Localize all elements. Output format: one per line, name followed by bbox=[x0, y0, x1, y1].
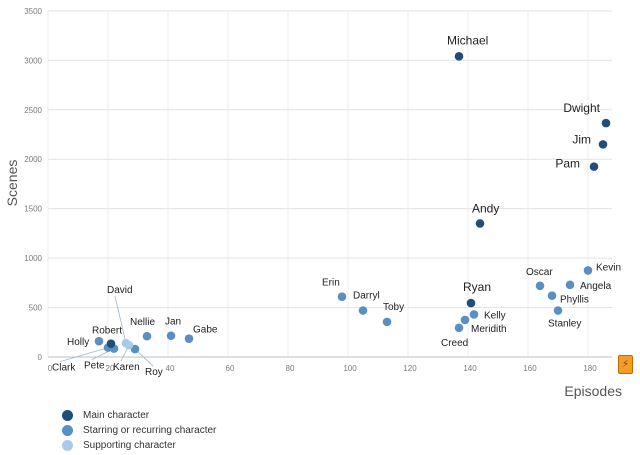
legend-item-main: Main character bbox=[62, 408, 216, 423]
label-darryl: Darryl bbox=[353, 291, 380, 302]
label-holly: Holly bbox=[67, 337, 89, 348]
point-meridith bbox=[460, 315, 470, 325]
label-michael: Michael bbox=[447, 33, 488, 47]
connector-david bbox=[114, 296, 127, 344]
point-nellie bbox=[142, 331, 152, 341]
x-tick-label: 40 bbox=[166, 364, 175, 373]
y-tick-label: 2000 bbox=[24, 155, 42, 164]
legend-swatch-supporting bbox=[62, 440, 73, 451]
label-andy: Andy bbox=[472, 201, 499, 215]
point-michael bbox=[454, 52, 464, 61]
label-david: David bbox=[107, 285, 133, 296]
label-nellie: Nellie bbox=[130, 317, 155, 328]
label-roy: Roy bbox=[145, 367, 163, 378]
label-creed: Creed bbox=[441, 338, 468, 349]
point-jim bbox=[598, 140, 608, 149]
y-tick-label: 3500 bbox=[24, 7, 42, 16]
point-erin bbox=[337, 292, 347, 301]
label-erin: Erin bbox=[322, 278, 340, 289]
x-tick-label: 80 bbox=[286, 364, 295, 373]
label-dwight: Dwight bbox=[563, 101, 600, 115]
legend-label-main: Main character bbox=[83, 410, 150, 421]
label-stanley: Stanley bbox=[548, 319, 581, 330]
point-creed bbox=[454, 323, 464, 333]
y-tick-label: 1000 bbox=[24, 254, 42, 263]
legend: Main character Starring or recurring cha… bbox=[62, 408, 216, 453]
label-angela: Angela bbox=[580, 281, 612, 292]
point-angela bbox=[565, 280, 575, 290]
legend-swatch-recurring bbox=[62, 425, 73, 436]
x-tick-label: 160 bbox=[523, 364, 537, 373]
x-tick-label: 0 bbox=[48, 364, 53, 373]
point-kevin bbox=[583, 266, 593, 275]
y-axis-title: Scenes bbox=[4, 160, 20, 207]
legend-item-recurring: Starring or recurring character bbox=[62, 423, 216, 438]
x-tick-label: 100 bbox=[343, 364, 357, 373]
legend-label-recurring: Starring or recurring character bbox=[83, 425, 217, 436]
y-tick-label: 1500 bbox=[24, 205, 42, 214]
x-tick-label: 60 bbox=[226, 364, 235, 373]
data-points bbox=[94, 52, 611, 354]
label-jan: Jan bbox=[165, 317, 181, 328]
point-robert bbox=[106, 339, 116, 348]
label-kevin: Kevin bbox=[596, 262, 621, 273]
label-kelly: Kelly bbox=[484, 310, 506, 321]
point-kelly bbox=[469, 310, 479, 319]
axes: 0 500 1000 1500 2000 2500 3000 3500 0 20 40 60 80 100… bbox=[24, 7, 612, 373]
point-holly bbox=[94, 336, 104, 346]
x-tick-label: 120 bbox=[403, 364, 417, 373]
point-ryan bbox=[466, 298, 476, 308]
label-karen: Karen bbox=[113, 362, 140, 373]
label-pam: Pam bbox=[555, 157, 580, 171]
point-toby bbox=[382, 317, 392, 327]
label-toby: Toby bbox=[383, 302, 404, 313]
point-stanley bbox=[553, 306, 563, 315]
y-tick-label: 2500 bbox=[24, 106, 42, 115]
point-karen bbox=[124, 340, 134, 350]
x-tick-label: 140 bbox=[463, 364, 477, 373]
point-oscar bbox=[535, 281, 545, 291]
y-tick-label: 500 bbox=[29, 304, 43, 313]
gridlines bbox=[47, 10, 612, 358]
x-tick-label: 20 bbox=[106, 364, 115, 373]
point-phyllis bbox=[547, 291, 557, 300]
legend-item-supporting: Supporting character bbox=[62, 438, 216, 453]
point-labels: Kevin Oscar Angela Phyllis Stanley Erin Darryl… bbox=[52, 33, 621, 378]
point-dwight bbox=[601, 118, 611, 128]
legend-label-supporting: Supporting character bbox=[83, 440, 176, 451]
label-oscar: Oscar bbox=[526, 267, 553, 278]
point-andy bbox=[475, 219, 485, 228]
connector-clark bbox=[59, 347, 109, 362]
point-gabe bbox=[184, 334, 194, 344]
x-axis-title: Episodes bbox=[564, 383, 622, 399]
label-meridith: Meridith bbox=[471, 324, 507, 335]
label-clark: Clark bbox=[52, 363, 76, 374]
label-phyllis: Phyllis bbox=[560, 295, 589, 306]
quick-analysis-icon[interactable]: ⚡ bbox=[618, 355, 633, 374]
legend-swatch-main bbox=[62, 410, 73, 421]
label-pete: Pete bbox=[84, 361, 105, 372]
label-jim: Jim bbox=[572, 132, 591, 146]
y-tick-label: 0 bbox=[38, 353, 43, 362]
point-darryl bbox=[358, 306, 368, 315]
label-gabe: Gabe bbox=[193, 325, 218, 336]
x-tick-label: 180 bbox=[583, 364, 597, 373]
label-robert: Robert bbox=[92, 326, 122, 337]
y-tick-label: 3000 bbox=[24, 56, 42, 65]
point-pam bbox=[589, 162, 599, 171]
point-jan bbox=[166, 331, 176, 341]
label-ryan: Ryan bbox=[463, 280, 491, 294]
